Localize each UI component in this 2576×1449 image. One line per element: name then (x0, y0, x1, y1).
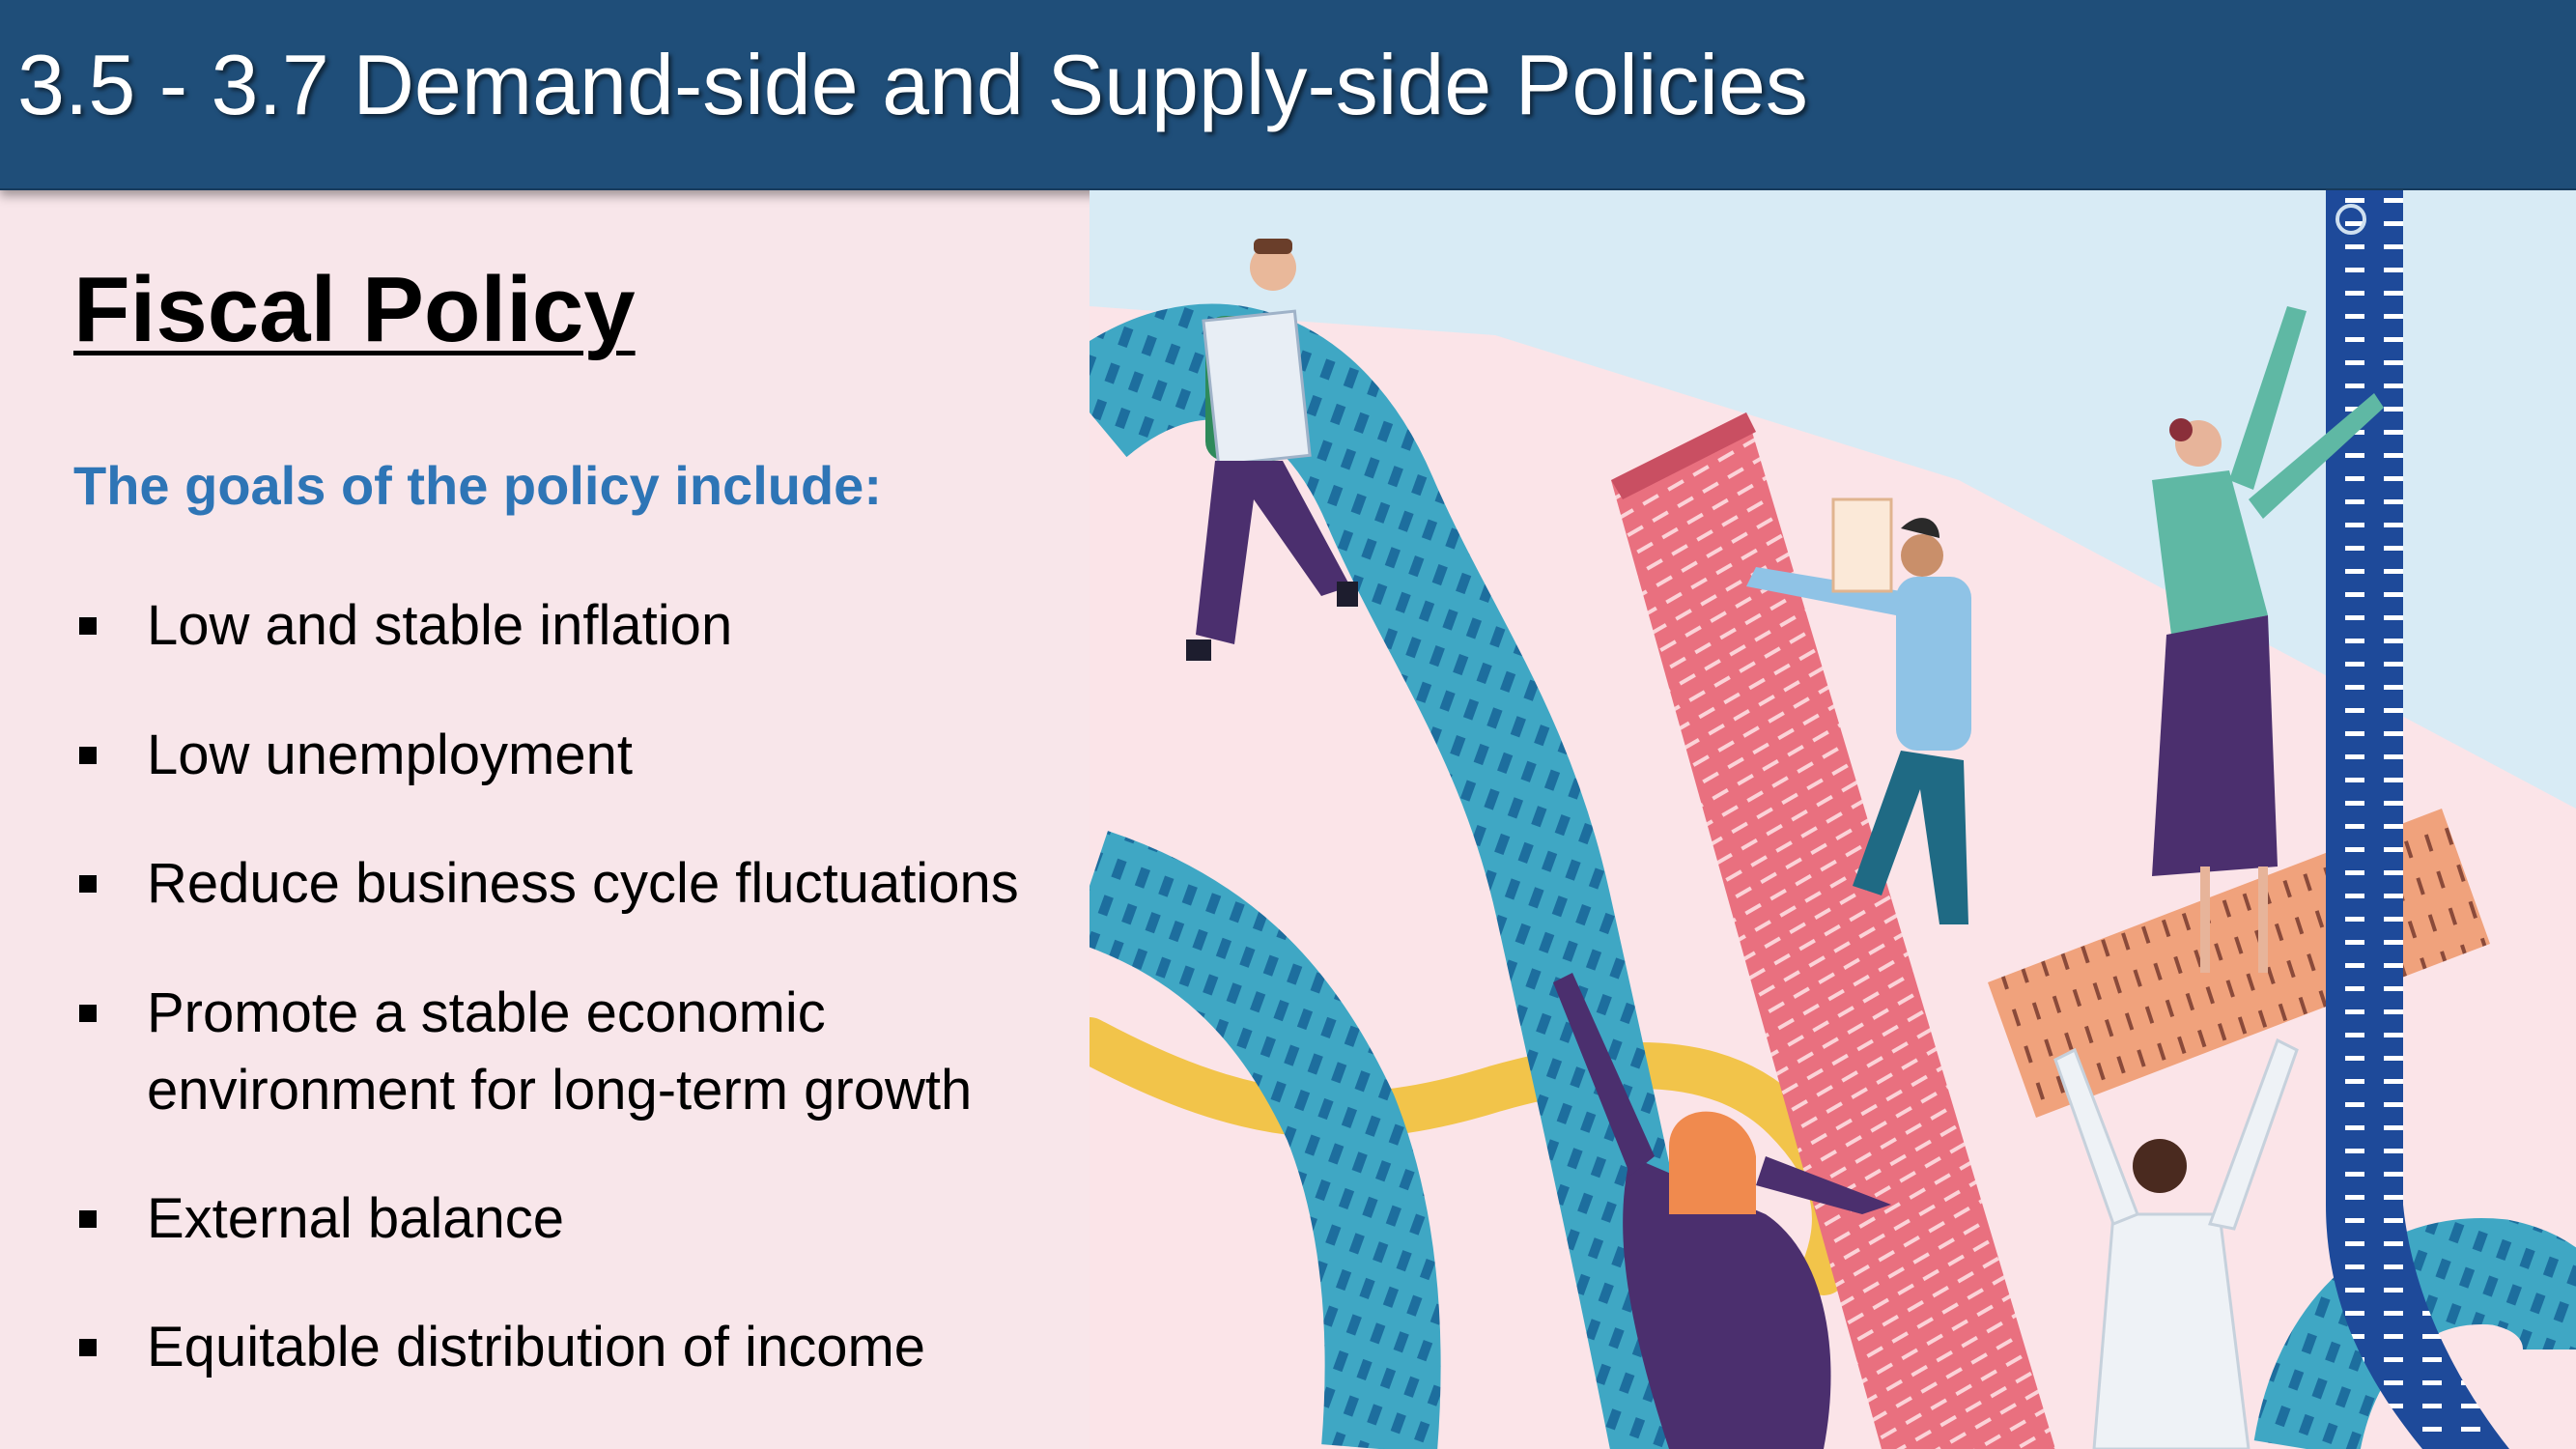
goal-text: Equitable distribution of income (147, 1316, 926, 1378)
square-bullet-icon (79, 1005, 97, 1022)
content-panel: Fiscal Policy The goals of the policy in… (0, 190, 1090, 1449)
goal-text: Reduce business cycle fluctuations (147, 852, 1019, 915)
goal-text: External balance (147, 1187, 565, 1250)
square-bullet-icon (79, 617, 97, 635)
slide-title: 3.5 - 3.7 Demand-side and Supply-side Po… (17, 37, 1808, 132)
goal-text-continued: environment for long-term growth (147, 1059, 973, 1122)
man-lifting-figure (2053, 1037, 2299, 1449)
square-bullet-icon (79, 875, 97, 893)
woman-climbing-figure (2152, 306, 2384, 973)
goal-text: Low unemployment (147, 724, 633, 786)
section-heading: Fiscal Policy (73, 258, 636, 361)
goal-text: Low and stable inflation (147, 594, 733, 657)
goals-subheading: The goals of the policy include: (73, 455, 882, 516)
goal-text: Promote a stable economic (147, 981, 826, 1044)
person-climbing-figure (1746, 497, 1971, 924)
woman-lifting-figure (1553, 973, 1891, 1449)
people-climbing-rulers-illustration (1090, 190, 2576, 1449)
square-bullet-icon (79, 1210, 97, 1228)
square-bullet-icon (79, 747, 97, 764)
title-bar: 3.5 - 3.7 Demand-side and Supply-side Po… (0, 0, 2576, 190)
illustration-graphic (1090, 190, 2576, 1449)
square-bullet-icon (79, 1339, 97, 1356)
person-sitting-figure (1186, 239, 1358, 661)
